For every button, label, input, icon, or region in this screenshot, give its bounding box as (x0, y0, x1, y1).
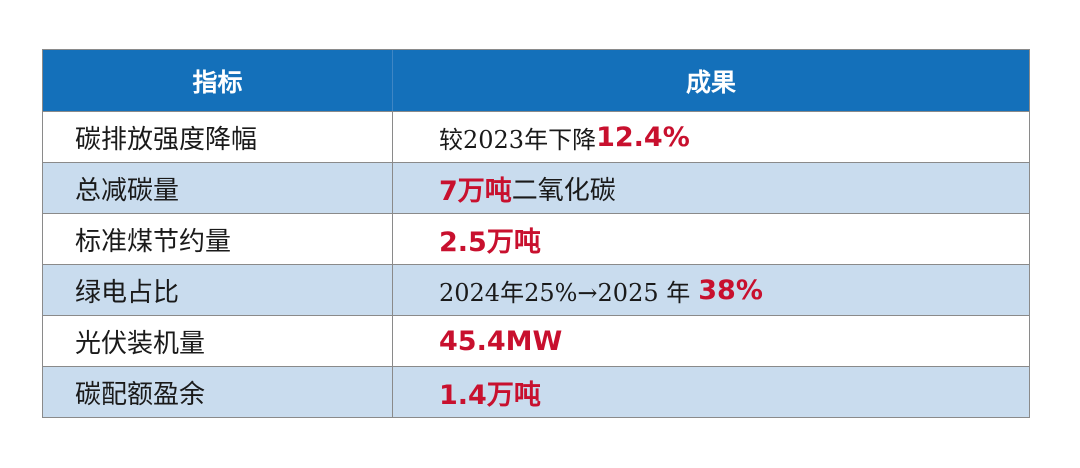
result-text: 2024年25%→2025 年 (439, 278, 691, 307)
result-cell: 2.5万吨 (393, 214, 1029, 264)
indicator-cell: 总减碳量 (43, 163, 393, 213)
result-cell: 2024年25%→2025 年 38% (393, 265, 1029, 315)
result-highlight: 1.4万吨 (439, 379, 541, 411)
indicator-cell: 光伏装机量 (43, 316, 393, 366)
table-row: 绿电占比 2024年25%→2025 年 38% (43, 264, 1029, 315)
table-row: 标准煤节约量 2.5万吨 (43, 213, 1029, 264)
result-text: 二氧化碳 (511, 175, 616, 206)
result-highlight: 2.5万吨 (439, 226, 541, 258)
result-highlight: 7万吨 (439, 175, 512, 207)
result-cell: 较2023年下降 12.4% (393, 112, 1029, 162)
table-row: 总减碳量 7万吨 二氧化碳 (43, 162, 1029, 213)
result-text: 较2023年下降 (439, 125, 597, 154)
indicator-cell: 碳配额盈余 (43, 367, 393, 417)
result-highlight: 45.4MW (439, 325, 563, 357)
result-cell: 1.4万吨 (393, 367, 1029, 417)
result-cell: 7万吨 二氧化碳 (393, 163, 1029, 213)
result-highlight: 38% (698, 274, 763, 306)
table-row: 光伏装机量 45.4MW (43, 315, 1029, 366)
table-row: 碳排放强度降幅 较2023年下降 12.4% (43, 111, 1029, 162)
table-header-row: 指标 成果 (43, 50, 1029, 111)
result-cell: 45.4MW (393, 316, 1029, 366)
header-result: 成果 (685, 67, 736, 97)
result-highlight: 12.4% (596, 121, 690, 153)
indicator-cell: 碳排放强度降幅 (43, 112, 393, 162)
table-row: 碳配额盈余 1.4万吨 (43, 366, 1029, 417)
header-indicator: 指标 (43, 50, 393, 111)
indicator-cell: 绿电占比 (43, 265, 393, 315)
results-table: 指标 成果 碳排放强度降幅 较2023年下降 12.4% 总减碳量 7万吨 二氧化碳… (42, 49, 1030, 418)
indicator-cell: 标准煤节约量 (43, 214, 393, 264)
